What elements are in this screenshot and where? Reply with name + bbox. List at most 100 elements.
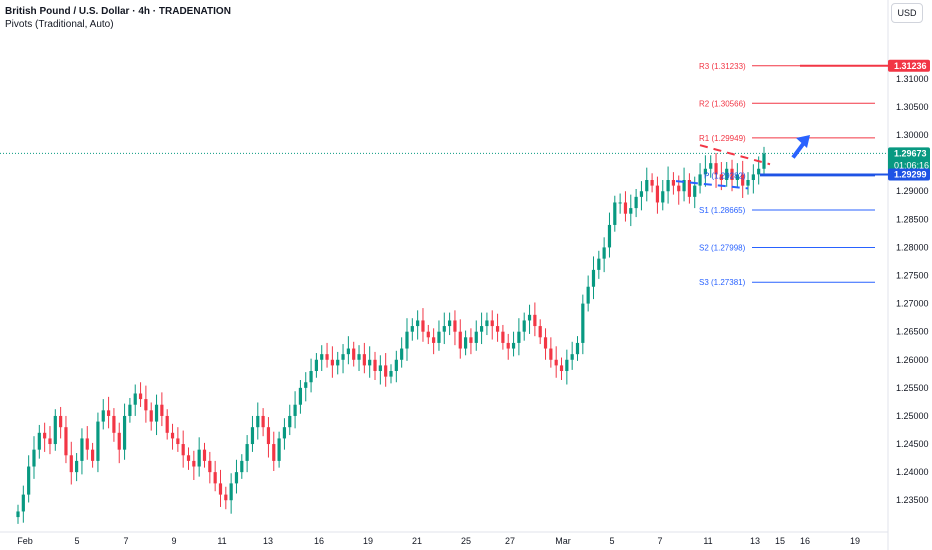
candle-body: [741, 174, 745, 186]
y-tick-label: 1.26500: [896, 327, 929, 337]
candle-body: [234, 472, 239, 484]
candle-body: [538, 326, 542, 338]
candle-body: [757, 168, 761, 175]
candle-body: [176, 438, 180, 445]
candle-body: [730, 168, 734, 180]
candle-body: [405, 331, 409, 349]
pivot-price-badge-bg: [888, 168, 930, 181]
candle-body: [751, 174, 755, 180]
channel-bottom-line: [675, 180, 749, 190]
candle-body: [448, 320, 452, 327]
y-tick-label: 1.26000: [896, 355, 929, 365]
candle-body: [224, 494, 228, 501]
candle-body: [634, 196, 638, 209]
pivot-label: P (1.29282): [704, 171, 746, 180]
candle-body: [400, 348, 404, 360]
channel-top-line: [699, 144, 771, 166]
candle-body: [133, 393, 137, 405]
candle-body: [91, 449, 95, 461]
candle-body: [671, 180, 676, 186]
candle-body: [522, 320, 526, 332]
x-tick-label: 11: [703, 536, 712, 546]
candle-body: [240, 460, 244, 473]
pivot-label: S2 (1.27998): [699, 244, 746, 253]
pivot-price-badge: 1.29299: [888, 168, 930, 181]
candle-body: [682, 180, 686, 192]
x-tick-label: 25: [461, 536, 471, 546]
candle-body: [437, 331, 441, 343]
candle-body: [27, 466, 31, 495]
r3-price-badge-bg: [888, 59, 930, 72]
candle-body: [511, 342, 516, 349]
candle-body: [421, 320, 425, 332]
candle-body: [309, 371, 313, 383]
candle-body: [426, 331, 430, 338]
candle-body: [75, 460, 79, 473]
candle-body: [389, 371, 393, 377]
candle-body: [501, 331, 505, 343]
x-tick-label: 5: [74, 536, 79, 546]
x-tick-label: 13: [263, 536, 273, 546]
candle-body: [607, 224, 612, 248]
candle-body: [16, 511, 20, 518]
candle-body: [282, 427, 287, 439]
y-tick-label: 1.28500: [896, 214, 929, 224]
pivot-label: R3 (1.31233): [699, 62, 746, 71]
candle-body: [458, 331, 462, 349]
candle-body: [362, 354, 366, 366]
candle-body: [543, 337, 548, 349]
pivot-label: S3 (1.27381): [699, 278, 746, 287]
candle-body: [160, 404, 164, 416]
candle-body: [485, 320, 489, 327]
candle-body: [85, 438, 89, 450]
x-tick-label: 7: [657, 536, 662, 546]
candle-body: [527, 314, 532, 321]
x-tick-label: 5: [609, 536, 614, 546]
current-price-badge: 1.29673 01:06:16: [888, 147, 930, 172]
candle-body: [687, 180, 691, 197]
candle-body: [165, 415, 169, 433]
candle-body: [261, 415, 265, 428]
x-tick-label: 19: [363, 536, 373, 546]
candle-body: [106, 410, 111, 416]
candle-body: [554, 359, 558, 366]
y-tick-label: 1.27500: [896, 271, 929, 281]
candle-body: [117, 432, 121, 450]
candle-body: [703, 168, 707, 175]
candle-body: [202, 449, 207, 461]
candle-body: [149, 410, 153, 422]
candle-body: [666, 180, 670, 192]
y-tick-label: 1.30000: [896, 130, 929, 140]
indicator-legend[interactable]: Pivots (Traditional, Auto): [5, 19, 114, 30]
candle-body: [762, 153, 766, 169]
candle-body: [293, 404, 297, 416]
candle-body: [266, 427, 271, 445]
candle-body: [506, 342, 510, 349]
candle-body: [325, 354, 329, 360]
x-tick-label: 11: [217, 536, 226, 546]
currency-button[interactable]: USD: [891, 3, 923, 23]
x-tick-label: 16: [314, 536, 324, 546]
x-tick-label: 27: [505, 536, 515, 546]
candle-body: [464, 337, 468, 349]
candle-body: [298, 387, 303, 405]
x-tick-label: Mar: [555, 536, 571, 546]
candle-body: [693, 185, 697, 197]
current-price-text: 1.29673: [894, 148, 927, 158]
y-tick-label: 1.27000: [896, 299, 929, 309]
candle-body: [474, 331, 478, 343]
candle-body: [357, 354, 361, 360]
y-tick-label: 1.29000: [896, 186, 929, 196]
candle-body: [170, 432, 175, 439]
x-tick-label: 9: [171, 536, 176, 546]
y-tick-label: 1.25500: [896, 383, 929, 393]
candle-body: [416, 320, 420, 327]
candle-body: [43, 432, 47, 439]
candle-body: [432, 337, 436, 343]
y-tick-label: 1.24500: [896, 439, 929, 449]
candle-body: [629, 208, 633, 214]
candle-body: [613, 202, 617, 225]
candle-body: [368, 359, 372, 366]
candle-body: [122, 415, 127, 450]
